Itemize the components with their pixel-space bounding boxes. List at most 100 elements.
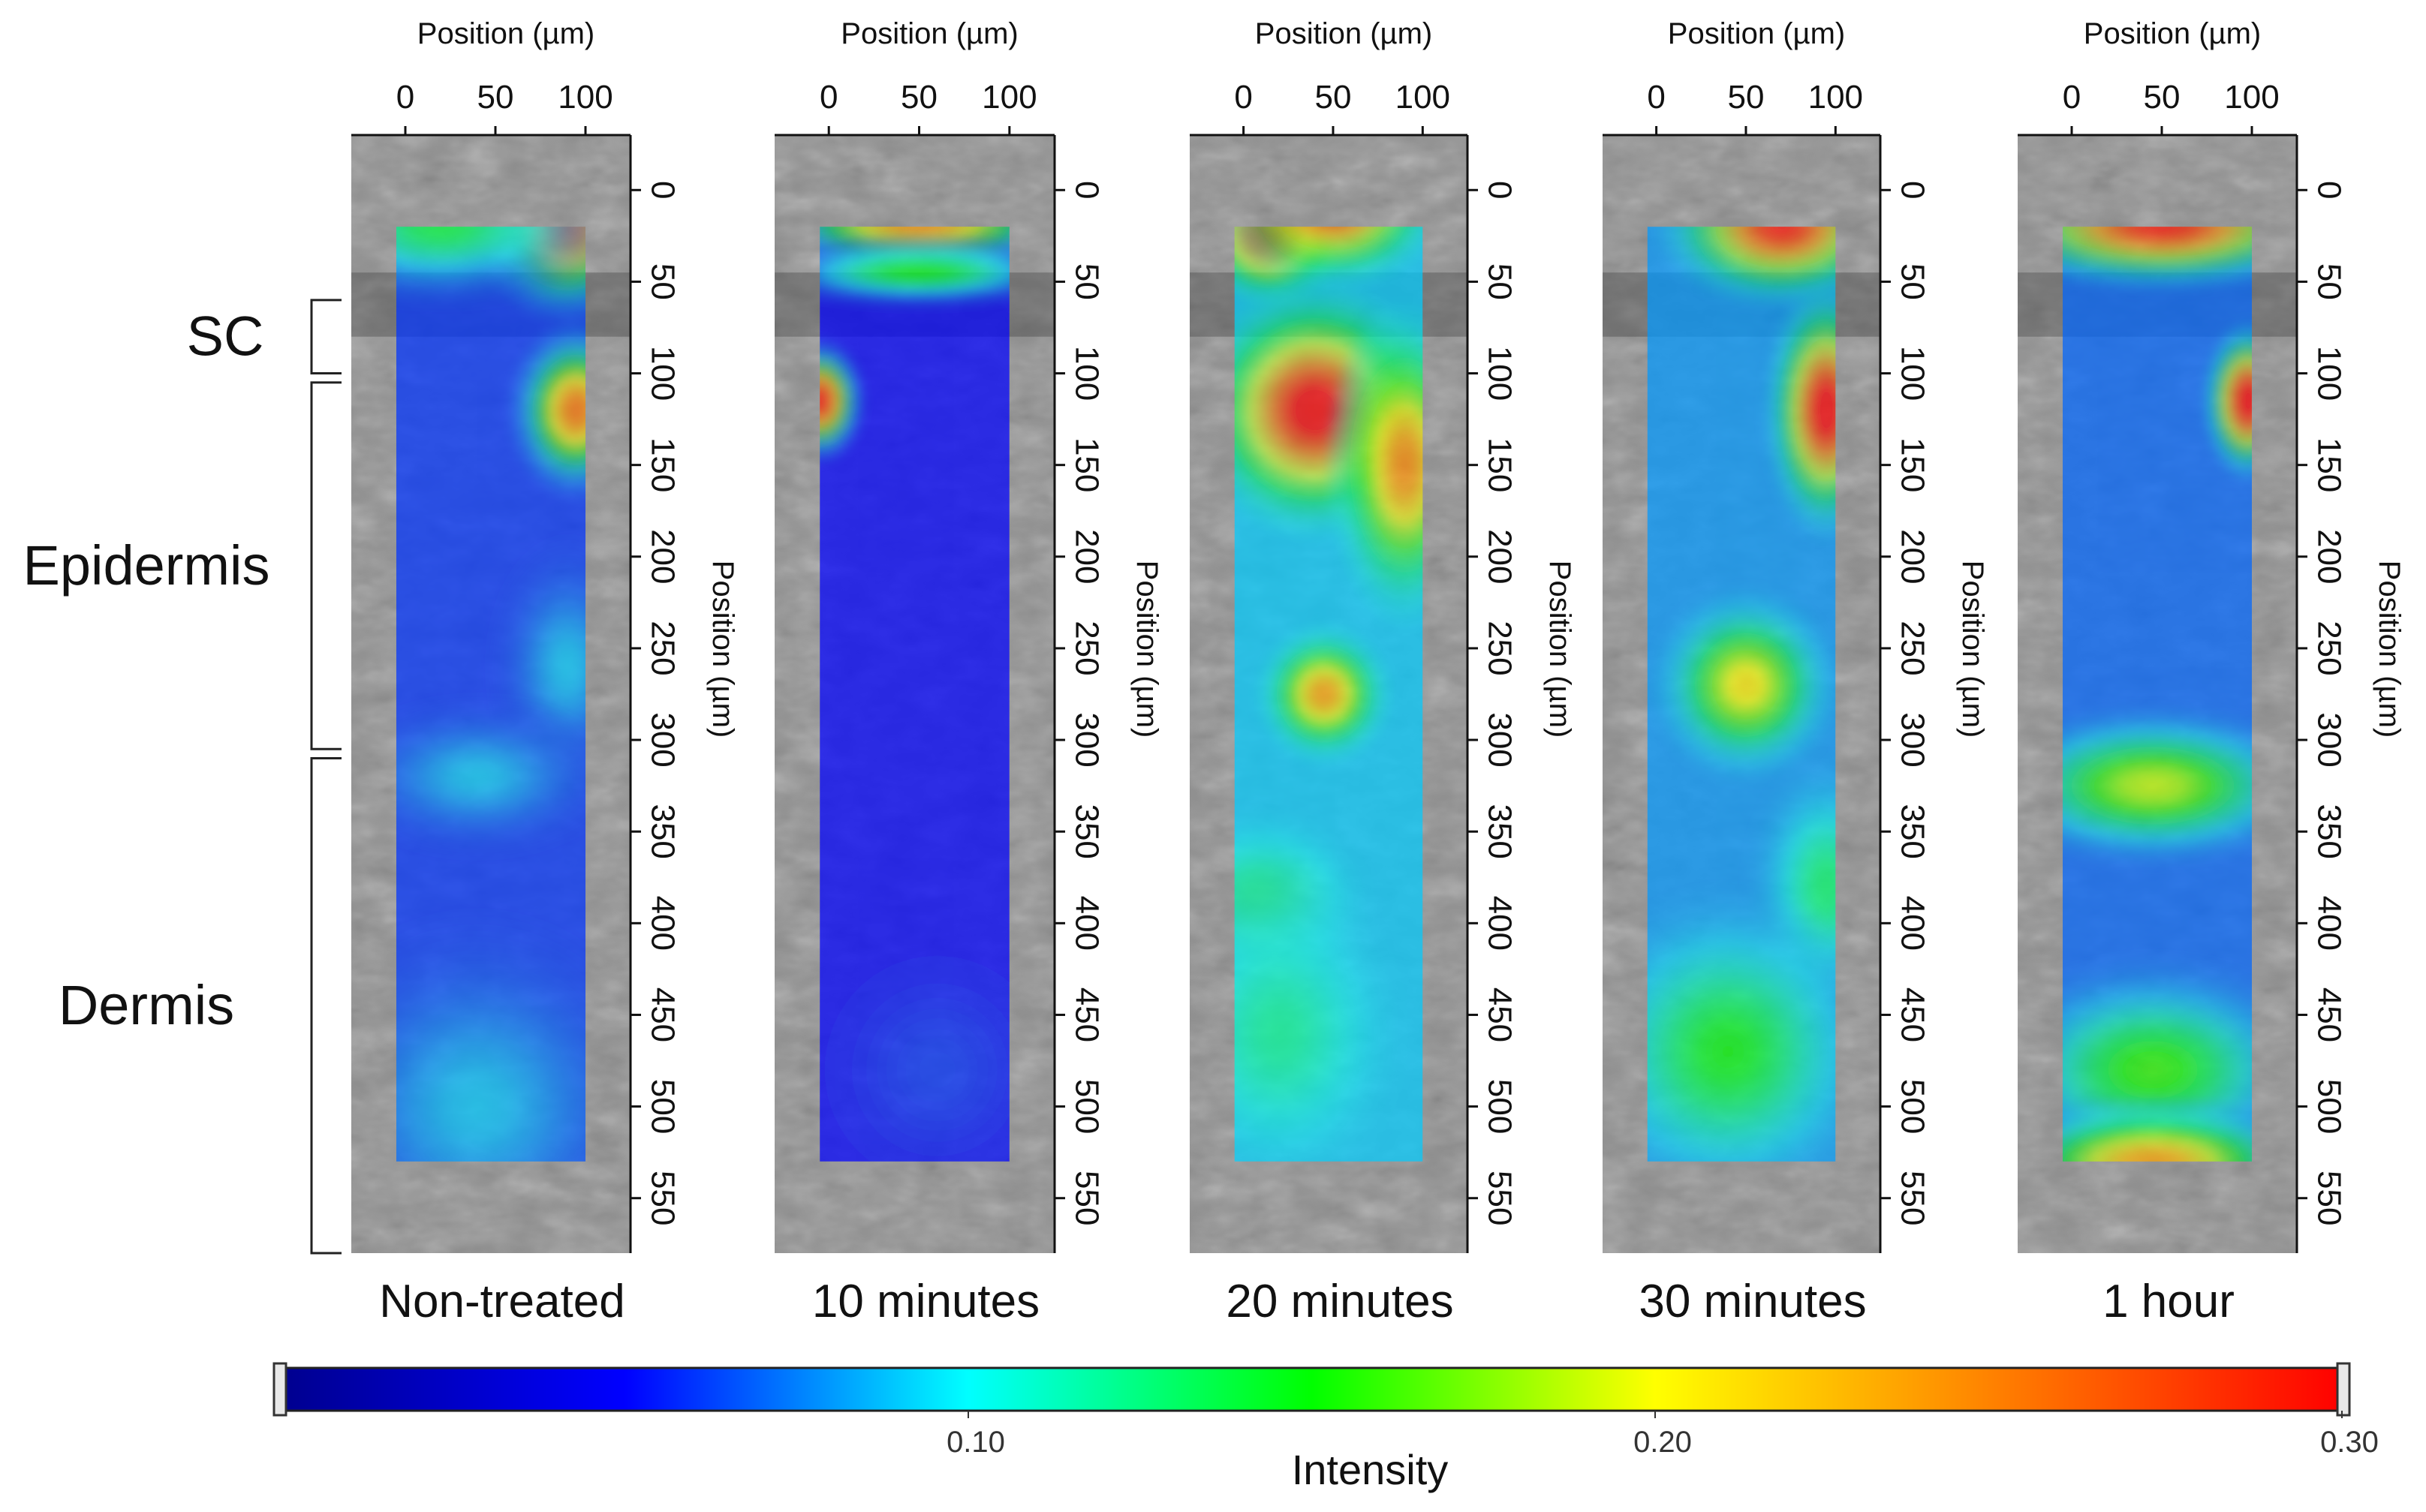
x-tick-label: 100 xyxy=(1808,79,1863,116)
x-tick-label: 100 xyxy=(982,79,1037,116)
x-tick-label: 100 xyxy=(558,79,613,116)
y-tick-label: 200 xyxy=(1894,529,1931,584)
y-tick-label: 450 xyxy=(1481,987,1518,1042)
colorbar-title: Intensity xyxy=(1292,1446,1449,1493)
y-tick-label: 100 xyxy=(1068,346,1105,401)
x-axis-title: Position (µm) xyxy=(417,17,594,50)
y-tick-label: 150 xyxy=(1894,437,1931,492)
y-tick-label: 50 xyxy=(2310,263,2347,300)
region-label: SC xyxy=(187,305,264,368)
region-bracket xyxy=(310,756,342,1255)
y-tick-label: 350 xyxy=(1894,804,1931,858)
intensity-hotspot xyxy=(2063,227,2252,293)
y-tick-label: 550 xyxy=(1894,1171,1931,1225)
y-tick-label: 150 xyxy=(1068,437,1105,492)
y-tick-label: 250 xyxy=(644,621,681,675)
y-tick-label: 300 xyxy=(2310,712,2347,767)
x-tick-label: 0 xyxy=(396,79,414,116)
y-tick-label: 50 xyxy=(1894,263,1931,300)
panel-caption: 20 minutes xyxy=(1226,1276,1453,1327)
x-tick-label: 50 xyxy=(1314,79,1351,116)
x-axis-title: Position (µm) xyxy=(841,17,1018,50)
y-tick-label: 300 xyxy=(1068,712,1105,767)
y-axis-title: Position (µm) xyxy=(1130,561,1163,738)
intensity-hotspot xyxy=(1649,585,1836,784)
y-tick-label: 500 xyxy=(1481,1079,1518,1134)
y-tick-label: 150 xyxy=(1481,437,1518,492)
intensity-map xyxy=(820,227,1010,1162)
y-tick-label: 0 xyxy=(644,181,681,199)
y-tick-label: 300 xyxy=(1481,712,1518,767)
y-tick-label: 100 xyxy=(644,346,681,401)
y-tick-label: 0 xyxy=(1481,181,1518,199)
colorbar-tick-label: 0.10 xyxy=(947,1426,1005,1459)
colorbar-tick-label: 0.30 xyxy=(2320,1426,2379,1459)
y-tick-label: 400 xyxy=(2310,896,2347,951)
y-axis-title: Position (µm) xyxy=(2373,561,2406,738)
x-tick-label: 0 xyxy=(1647,79,1665,116)
x-tick-label: 50 xyxy=(901,79,938,116)
region-label: Epidermis xyxy=(23,534,270,597)
y-tick-label: 150 xyxy=(644,437,681,492)
y-tick-label: 450 xyxy=(1894,987,1931,1042)
intensity-map xyxy=(1647,227,1836,1162)
y-tick-label: 100 xyxy=(1481,346,1518,401)
region-label: Dermis xyxy=(59,974,234,1036)
y-tick-label: 500 xyxy=(644,1079,681,1134)
x-tick-label: 100 xyxy=(2224,79,2279,116)
intensity-hotspot xyxy=(1234,227,1423,291)
y-tick-label: 250 xyxy=(1068,621,1105,675)
x-axis-title: Position (µm) xyxy=(1668,17,1845,50)
y-tick-label: 500 xyxy=(1068,1079,1105,1134)
intensity-map xyxy=(396,227,585,1162)
y-tick-label: 0 xyxy=(1894,181,1931,199)
x-tick-label: 0 xyxy=(2063,79,2081,116)
y-tick-label: 250 xyxy=(1481,621,1518,675)
y-axis-title: Position (µm) xyxy=(706,561,739,738)
y-tick-label: 550 xyxy=(1481,1171,1518,1225)
y-tick-label: 350 xyxy=(1068,804,1105,858)
y-tick-label: 150 xyxy=(2310,437,2347,492)
y-tick-label: 250 xyxy=(2310,621,2347,675)
y-tick-label: 0 xyxy=(1068,181,1105,199)
intensity-hotspot xyxy=(396,908,585,1162)
y-tick-label: 200 xyxy=(1481,529,1518,584)
colorbar-gradient xyxy=(280,1366,2343,1412)
y-tick-label: 250 xyxy=(1894,621,1931,675)
y-tick-label: 400 xyxy=(1481,896,1518,951)
y-tick-label: 450 xyxy=(644,987,681,1042)
region-annotations: SC Epidermis Dermis xyxy=(23,299,342,1255)
x-tick-label: 50 xyxy=(2144,79,2181,116)
y-tick-label: 400 xyxy=(1068,896,1105,951)
y-tick-label: 500 xyxy=(1894,1079,1931,1134)
x-axis-title: Position (µm) xyxy=(1255,17,1432,50)
x-tick-label: 100 xyxy=(1395,79,1450,116)
intensity-hotspot xyxy=(1324,299,1423,630)
y-tick-label: 50 xyxy=(1481,263,1518,300)
intensity-hotspot xyxy=(2063,703,2252,869)
intensity-hotspot xyxy=(1647,886,1836,1162)
intensity-hotspot xyxy=(1762,278,1836,543)
y-tick-label: 300 xyxy=(644,712,681,767)
y-tick-label: 400 xyxy=(1894,896,1931,951)
x-axis-title: Position (µm) xyxy=(2084,17,2261,50)
y-tick-label: 50 xyxy=(1068,263,1105,300)
intensity-map xyxy=(2063,227,2252,1162)
x-tick-label: 50 xyxy=(1727,79,1764,116)
y-tick-label: 350 xyxy=(644,804,681,858)
intensity-hotspot xyxy=(820,335,869,467)
x-tick-label: 50 xyxy=(477,79,514,116)
y-tick-label: 350 xyxy=(1481,804,1518,858)
y-tick-label: 100 xyxy=(1894,346,1931,401)
region-bracket xyxy=(310,381,342,750)
intensity-hotspot xyxy=(2199,318,2252,484)
y-tick-label: 50 xyxy=(644,263,681,300)
intensity-hotspot xyxy=(504,317,585,503)
panel-caption: 30 minutes xyxy=(1639,1276,1866,1327)
colorbar-tick-label: 0.20 xyxy=(1633,1426,1692,1459)
